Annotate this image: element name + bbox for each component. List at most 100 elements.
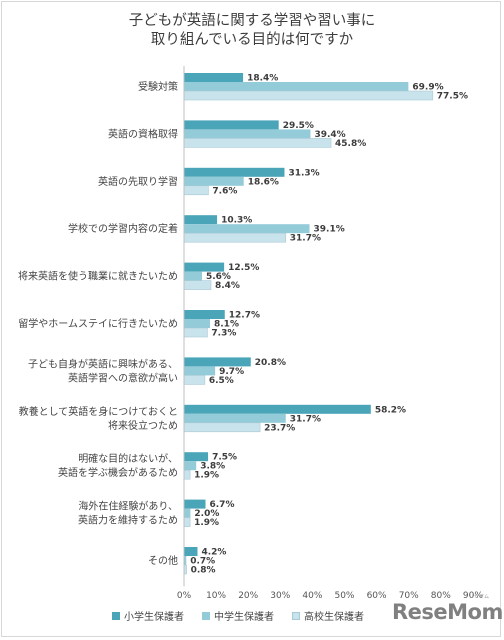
category-label: 英語学習への意欲が高い <box>68 371 178 384</box>
category-label: 子ども自身が英語に興味がある、 <box>28 357 178 370</box>
bar <box>184 176 244 186</box>
x-tick-label: 80% <box>431 591 451 600</box>
data-label: 2.0% <box>194 509 219 519</box>
data-label: 29.5% <box>283 121 314 131</box>
x-tick-label: 40% <box>302 591 322 600</box>
category-label: 英語の資格取得 <box>108 127 178 140</box>
category-label: 将来役立つため <box>108 419 178 432</box>
x-tick-label: 50% <box>334 591 354 600</box>
category-label: 英語の先取り学習 <box>98 175 178 188</box>
bar <box>183 90 434 101</box>
data-label: 69.9% <box>412 83 443 93</box>
bar <box>184 508 191 518</box>
bar <box>184 129 311 139</box>
data-label: 18.6% <box>248 177 279 187</box>
data-label: 9.7% <box>219 367 244 377</box>
category-label: 学校での学習内容の定着 <box>68 222 178 235</box>
legend: 小学生保護者 中学生保護者 高校生保護者 <box>112 608 364 623</box>
legend-item: 高校生保護者 <box>292 608 364 623</box>
bar <box>184 357 251 367</box>
data-label: 31.3% <box>288 168 319 178</box>
resemom-logo-sub: リセマム <box>469 594 490 600</box>
data-label: 39.1% <box>314 225 345 235</box>
category-label: その他 <box>148 554 178 567</box>
category-label: 英語力を維持するため <box>78 514 178 527</box>
bar <box>183 185 209 196</box>
data-label: 12.5% <box>228 263 259 273</box>
data-label: 6.7% <box>210 500 235 510</box>
x-tick-label: 60% <box>367 591 387 600</box>
category-label: 海外在住経験があり、 <box>78 500 178 513</box>
data-label: 12.7% <box>229 311 260 321</box>
legend-label-high-school: 高校生保護者 <box>304 612 364 623</box>
data-label: 18.4% <box>247 74 278 84</box>
data-label: 4.2% <box>201 548 226 558</box>
bar <box>184 120 279 130</box>
bar <box>183 138 332 148</box>
bar <box>184 224 310 234</box>
data-label: 23.7% <box>264 423 295 433</box>
chart-title-line-2: 取り組んでいる目的は何ですか <box>150 32 354 48</box>
bar <box>184 310 225 319</box>
bar <box>184 547 198 556</box>
legend-swatch-high-school <box>292 611 300 620</box>
bar <box>184 82 409 91</box>
legend-label-junior-high: 中学生保護者 <box>214 612 274 623</box>
category-label: 将来英語を使う職業に就きたいため <box>18 270 178 283</box>
resemom-logo: ReseMom <box>392 600 503 624</box>
bar <box>183 280 212 290</box>
legend-swatch-elementary <box>112 611 120 620</box>
bar <box>184 73 244 82</box>
bar <box>184 413 286 423</box>
x-tick-label: 30% <box>270 591 290 600</box>
data-label: 0.7% <box>190 557 215 567</box>
bar <box>184 271 202 281</box>
data-label: 20.8% <box>255 358 286 368</box>
data-label: 7.6% <box>212 186 237 196</box>
x-tick-label: 0% <box>177 591 192 600</box>
bar <box>184 167 285 177</box>
data-label: 45.8% <box>335 139 366 149</box>
data-label: 7.3% <box>211 329 236 339</box>
bar-chart: 受験対策 18.4% 69.9%77.5% 英語の資格取得 29.5%39.4%45.8… <box>18 66 483 600</box>
bar <box>184 215 218 225</box>
legend-swatch-junior-high <box>202 611 210 620</box>
category-label: 明確な目的はないが、 <box>78 452 178 465</box>
data-label: 8.4% <box>215 281 240 291</box>
bar <box>184 452 209 462</box>
legend-label-elementary: 小学生保護者 <box>124 612 184 623</box>
bar <box>184 404 371 414</box>
bar <box>184 319 211 328</box>
bar <box>184 499 206 509</box>
bar <box>183 232 287 243</box>
data-label: 6.5% <box>209 376 234 386</box>
data-label: 10.3% <box>221 216 252 226</box>
x-tick-label: 10% <box>206 591 226 600</box>
data-label: 1.9% <box>194 518 219 528</box>
bar <box>183 327 208 338</box>
data-label: 1.9% <box>194 471 219 481</box>
data-label: 0.8% <box>191 566 216 576</box>
bar <box>183 422 261 433</box>
x-tick-label: 70% <box>399 591 419 600</box>
data-label: 58.2% <box>375 405 406 415</box>
data-label: 31.7% <box>290 234 321 244</box>
data-label: 77.5% <box>437 92 468 102</box>
data-label: 5.6% <box>206 272 231 282</box>
chart-title-line-1: 子どもが英語に関する学習や習い事に <box>128 13 376 29</box>
category-label: 英語を学ぶ機会があるため <box>58 466 178 479</box>
category-label: 教養として英語を身につけておくと <box>19 405 178 418</box>
legend-item: 中学生保護者 <box>202 608 274 623</box>
bar <box>184 461 197 471</box>
bar <box>184 366 216 376</box>
data-label: 31.7% <box>290 414 321 424</box>
data-label: 3.8% <box>200 462 225 472</box>
x-tick-label: 90% <box>463 591 483 600</box>
legend-item: 小学生保護者 <box>112 608 184 623</box>
bar <box>184 556 187 565</box>
bar <box>184 262 225 272</box>
data-label: 39.4% <box>314 130 345 140</box>
bar <box>183 517 191 527</box>
category-label: 留学やホームステイに行きたいため <box>18 317 178 330</box>
